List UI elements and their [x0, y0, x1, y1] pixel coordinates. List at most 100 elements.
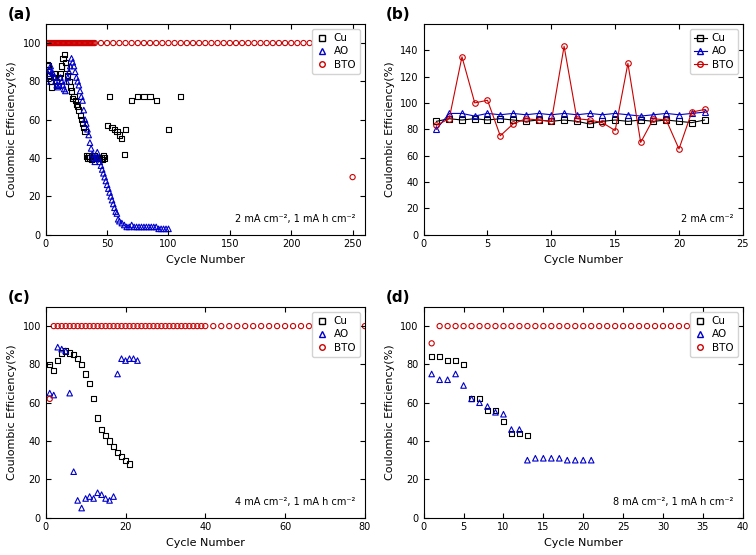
Point [113, 217, 125, 226]
Text: (a): (a) [8, 7, 32, 22]
Point [466, 322, 478, 331]
Point [51, 322, 64, 331]
Point [287, 322, 299, 331]
Point [76, 39, 88, 48]
Point [107, 39, 119, 48]
Point [450, 356, 462, 365]
Point [673, 322, 685, 331]
Point [45, 62, 57, 70]
Point [200, 39, 212, 48]
Text: 2 mA cm⁻², 1 mA h cm⁻²: 2 mA cm⁻², 1 mA h cm⁻² [235, 214, 355, 224]
Point [553, 454, 565, 463]
Point [72, 322, 84, 331]
Point [310, 39, 322, 48]
Point [497, 417, 510, 426]
Point [88, 158, 101, 166]
Point [181, 39, 193, 48]
Point [104, 92, 116, 101]
Point [76, 92, 88, 101]
Point [107, 322, 119, 331]
Point [593, 322, 606, 331]
Point [96, 165, 108, 174]
Point [303, 322, 315, 331]
Point [261, 39, 273, 48]
Point [48, 39, 60, 48]
Point [70, 39, 82, 48]
Point [681, 322, 693, 331]
Point [104, 322, 116, 331]
Point [346, 173, 358, 181]
Point [88, 39, 101, 48]
Point [255, 39, 267, 48]
Point [66, 87, 78, 95]
Point [529, 454, 541, 463]
Point [91, 413, 104, 422]
Point [51, 343, 64, 352]
Point [53, 80, 65, 89]
Point [78, 105, 90, 114]
Point [689, 322, 701, 331]
Y-axis label: Coulombic Efficiency(%): Coulombic Efficiency(%) [7, 62, 17, 197]
Point [94, 154, 106, 163]
Point [104, 496, 116, 505]
Point [113, 130, 125, 139]
Point [473, 322, 485, 331]
Point [62, 39, 74, 48]
Point [72, 496, 84, 505]
Point [183, 322, 195, 331]
Point [104, 188, 116, 197]
Point [91, 154, 104, 163]
Point [145, 223, 157, 231]
Point [108, 203, 120, 212]
Point [319, 322, 331, 331]
Point [82, 154, 94, 163]
Point [43, 71, 55, 80]
Point [98, 152, 110, 160]
Point [457, 322, 469, 331]
Point [506, 429, 518, 438]
Point [167, 322, 179, 331]
Point [206, 39, 218, 48]
Point [60, 346, 72, 355]
Point [67, 39, 79, 48]
Point [359, 322, 371, 331]
Point [128, 354, 140, 363]
Point [41, 60, 53, 69]
Point [585, 456, 597, 465]
Point [426, 339, 438, 348]
Point [46, 67, 58, 76]
Point [79, 322, 91, 331]
Point [473, 395, 485, 403]
Point [56, 322, 68, 331]
Point [58, 39, 70, 48]
Point [67, 467, 79, 476]
Point [561, 322, 573, 331]
Point [105, 192, 117, 201]
Point [545, 454, 557, 463]
Point [482, 322, 494, 331]
Point [123, 223, 135, 231]
Point [522, 456, 534, 465]
Point [295, 322, 307, 331]
Point [110, 207, 122, 216]
Point [41, 77, 53, 86]
Point [44, 360, 56, 369]
Point [84, 492, 96, 501]
Point [73, 39, 85, 48]
Point [657, 322, 669, 331]
Point [90, 154, 102, 163]
Point [60, 77, 73, 86]
Point [328, 39, 340, 48]
Point [66, 39, 78, 48]
Point [76, 360, 88, 369]
Y-axis label: Coulombic Efficiency(%): Coulombic Efficiency(%) [7, 345, 17, 480]
Point [513, 429, 525, 438]
Point [58, 50, 70, 59]
Point [116, 219, 128, 228]
Point [69, 67, 81, 76]
Point [73, 80, 85, 89]
Point [267, 39, 279, 48]
Point [450, 370, 462, 379]
Point [66, 54, 78, 63]
Point [153, 224, 165, 233]
